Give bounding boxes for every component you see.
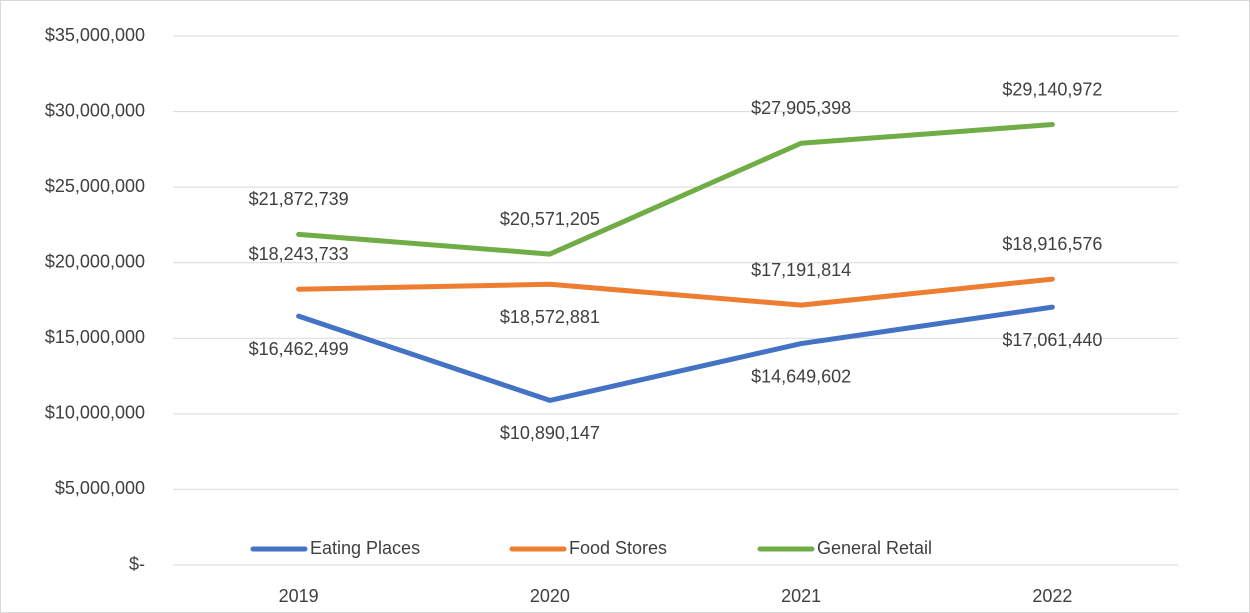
y-tick-label: $25,000,000 bbox=[45, 176, 145, 196]
y-tick-label: $10,000,000 bbox=[45, 403, 145, 423]
legend-label: Food Stores bbox=[569, 538, 667, 558]
x-tick-label: 2022 bbox=[1032, 586, 1072, 606]
data-label: $21,872,739 bbox=[249, 189, 349, 209]
y-tick-label: $20,000,000 bbox=[45, 251, 145, 271]
data-label: $29,140,972 bbox=[1002, 79, 1102, 99]
series-line bbox=[296, 276, 1055, 308]
data-label: $27,905,398 bbox=[751, 98, 851, 118]
y-tick-label: $35,000,000 bbox=[45, 25, 145, 45]
data-label: $18,916,576 bbox=[1002, 234, 1102, 254]
data-label: $20,571,205 bbox=[500, 209, 600, 229]
data-label: $18,243,733 bbox=[249, 244, 349, 264]
x-tick-label: 2020 bbox=[530, 586, 570, 606]
y-tick-label: $15,000,000 bbox=[45, 327, 145, 347]
x-tick-label: 2019 bbox=[279, 586, 319, 606]
x-tick-label: 2021 bbox=[781, 586, 821, 606]
series-line bbox=[296, 304, 1055, 403]
data-label: $17,061,440 bbox=[1002, 330, 1102, 350]
y-tick-label: $30,000,000 bbox=[45, 100, 145, 120]
data-label: $17,191,814 bbox=[751, 260, 851, 280]
legend-label: General Retail bbox=[817, 538, 932, 558]
data-label: $16,462,499 bbox=[249, 339, 349, 359]
data-label: $10,890,147 bbox=[500, 423, 600, 443]
data-label: $18,572,881 bbox=[500, 307, 600, 327]
data-label: $14,649,602 bbox=[751, 366, 851, 386]
y-tick-label: $5,000,000 bbox=[55, 478, 145, 498]
series-line bbox=[296, 122, 1055, 257]
legend-label: Eating Places bbox=[310, 538, 420, 558]
y-tick-label: $- bbox=[129, 554, 145, 574]
